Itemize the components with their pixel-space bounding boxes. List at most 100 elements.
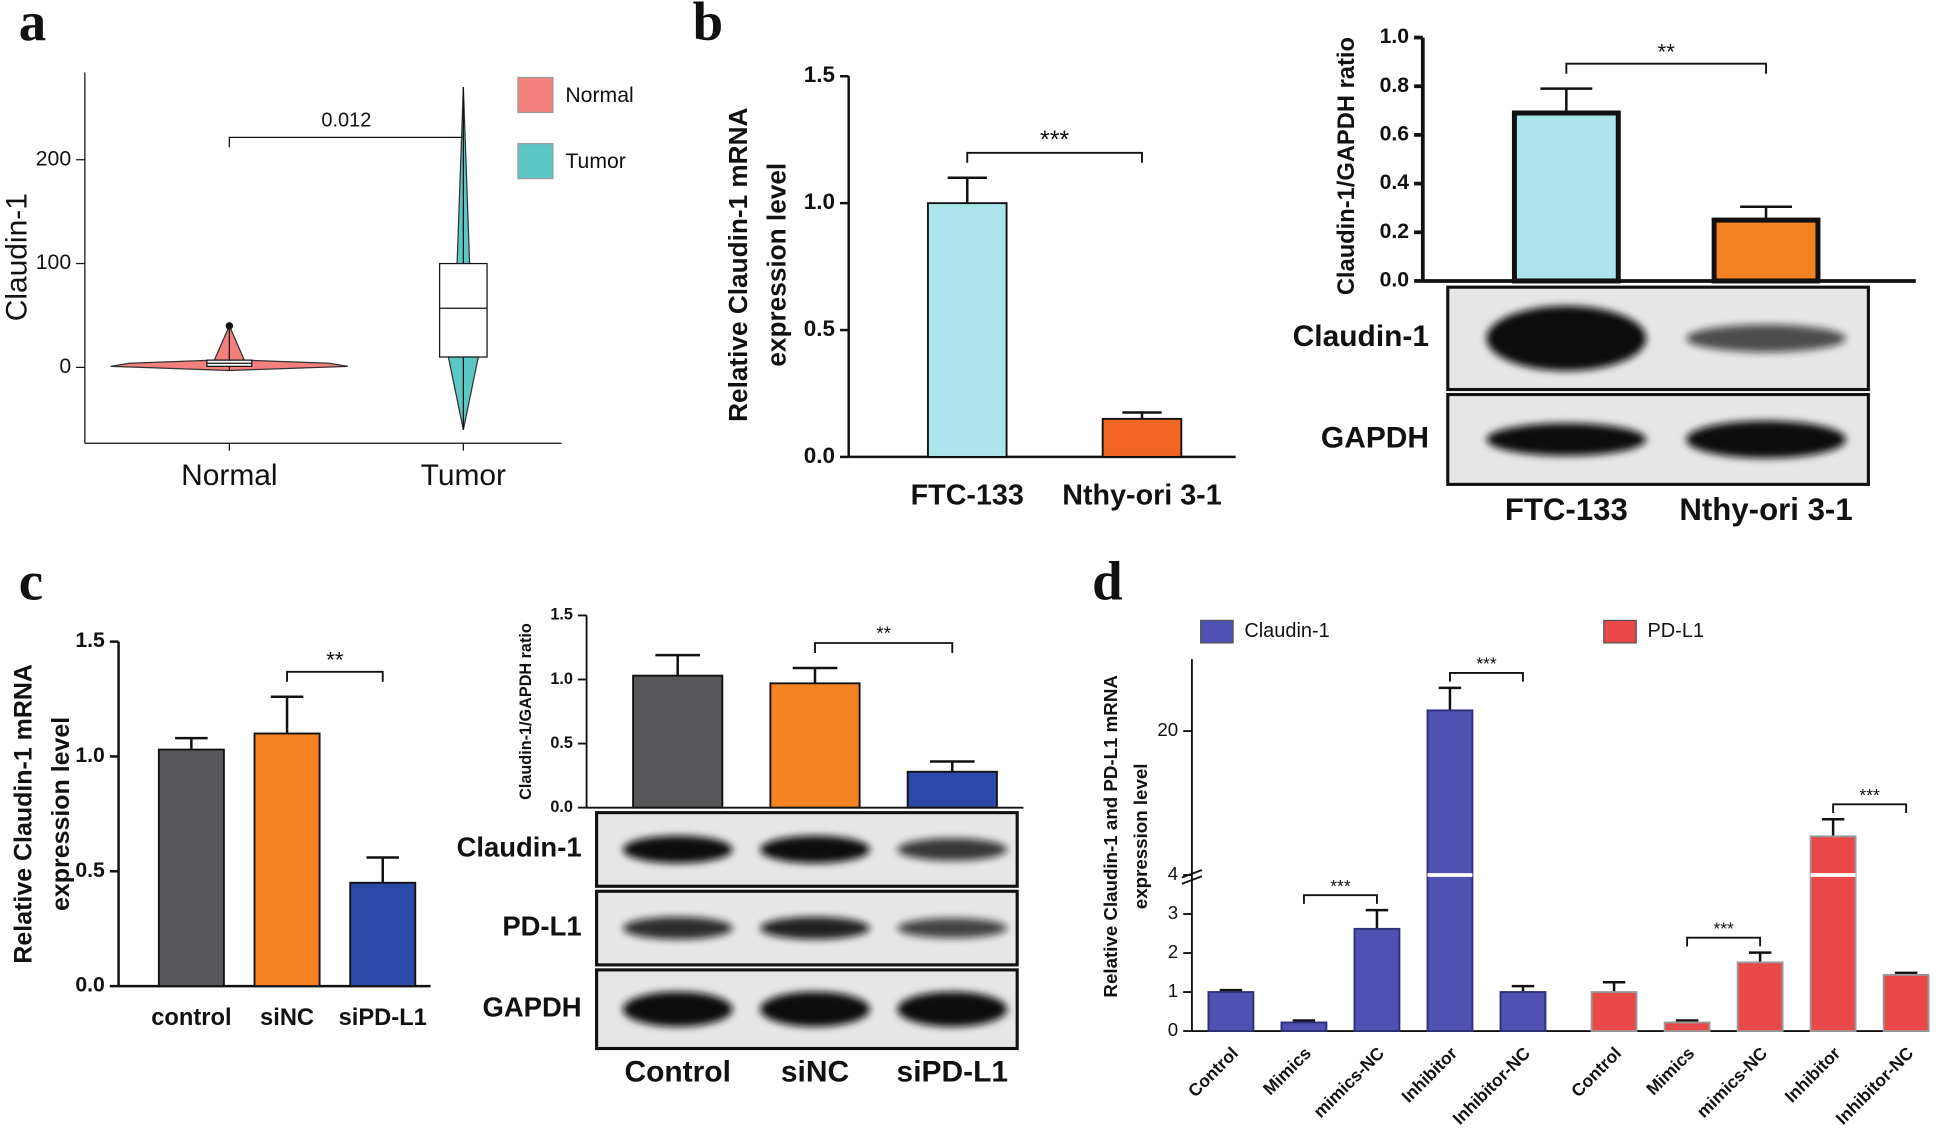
- legend-swatch: [517, 76, 554, 114]
- y-tick-label: 0: [1168, 1019, 1178, 1040]
- y-axis-label: Claudin-1/GAPDH ratio: [517, 623, 535, 800]
- error-bar: [1365, 908, 1389, 929]
- x-tick-label: Mimics: [1642, 1043, 1698, 1099]
- blot-band: [897, 838, 1008, 861]
- y-tick-label: 0.0: [804, 443, 835, 468]
- bar: [927, 202, 1008, 458]
- blot-band: [897, 918, 1008, 939]
- y-tick-label: 1.0: [804, 189, 835, 214]
- y-axis-label: expression level: [47, 717, 75, 911]
- y-tick-label: 0.0: [550, 798, 573, 816]
- y-tick-label: 200: [36, 147, 71, 170]
- bar: [349, 881, 417, 988]
- significance-bracket: [1302, 894, 1378, 904]
- y-tick-label: 0: [59, 355, 71, 378]
- blot-band: [760, 916, 870, 940]
- legend-label: PD-L1: [1647, 620, 1704, 642]
- x-tick-label: siNC: [781, 1055, 849, 1088]
- significance-bracket: [814, 642, 954, 653]
- blot-label: Claudin-1: [1293, 320, 1429, 353]
- significance-label: ***: [1713, 918, 1734, 938]
- bar: [253, 732, 321, 988]
- bar: [1207, 991, 1255, 1032]
- x-tick-label: Mimics: [1259, 1043, 1315, 1099]
- significance-label: **: [326, 648, 344, 673]
- y-axis-label: expression level: [762, 163, 792, 367]
- bar: [1101, 417, 1183, 458]
- x-tick-label: FTC-133: [911, 479, 1024, 511]
- y-axis-label: Relative Claudin-1 and PD-L1 mRNA: [1100, 675, 1121, 998]
- x-tick-label: Nthy-ori 3-1: [1679, 492, 1852, 527]
- x-tick-label: mimics-NC: [1693, 1043, 1772, 1122]
- error-bar: [792, 666, 838, 684]
- y-axis-label: Relative Claudin-1 mRNA: [723, 107, 753, 421]
- x-tick-label: siNC: [260, 1005, 314, 1031]
- significance-bracket: [1565, 62, 1767, 74]
- x-tick-label: Tumor: [421, 459, 506, 492]
- error-bar: [1122, 411, 1162, 419]
- x-tick-label: Inhibitor: [1397, 1043, 1461, 1107]
- significance-bracket: [286, 670, 384, 682]
- x-tick-label: siPD-L1: [897, 1055, 1008, 1088]
- panel-letter: b: [693, 0, 724, 52]
- annotation-bracket: [228, 136, 464, 148]
- significance-label: **: [1657, 40, 1675, 65]
- error-bar: [1602, 981, 1626, 993]
- blot-band: [622, 835, 733, 864]
- blot-band: [622, 916, 733, 940]
- y-tick-label: 0.0: [1380, 269, 1409, 292]
- significance-label: ***: [1040, 126, 1069, 154]
- blot-band: [760, 835, 870, 864]
- error-bar: [175, 736, 208, 750]
- x-tick-label: Control: [624, 1055, 730, 1088]
- panel-letter: c: [19, 550, 43, 611]
- y-tick-label: 0.5: [75, 859, 105, 882]
- y-tick-label: 0.8: [1380, 74, 1410, 97]
- bar: [1711, 217, 1821, 284]
- error-bar: [366, 856, 400, 883]
- error-bar: [947, 176, 987, 204]
- blot-band: [1486, 423, 1647, 456]
- annotation: 0.012: [321, 109, 371, 131]
- blot-label: PD-L1: [502, 910, 581, 941]
- bar: [157, 748, 225, 988]
- blot-band: [622, 991, 733, 1027]
- bar: [1499, 991, 1547, 1032]
- y-tick-label: 1.0: [550, 670, 573, 688]
- error-bar: [270, 695, 304, 734]
- bar: [1426, 709, 1474, 1032]
- blot-band: [760, 991, 870, 1027]
- y-tick-label: 4: [1168, 863, 1178, 884]
- y-tick-label: 1.5: [550, 606, 573, 624]
- blot-label: GAPDH: [1321, 421, 1429, 454]
- bar: [906, 770, 998, 809]
- bar: [769, 682, 861, 809]
- x-tick-label: siPD-L1: [339, 1005, 427, 1031]
- legend-label: Claudin-1: [1244, 620, 1329, 642]
- significance-bracket: [1449, 671, 1524, 682]
- x-tick-label: Nthy-ori 3-1: [1062, 479, 1221, 511]
- legend-swatch: [1200, 619, 1234, 644]
- bar: [1882, 973, 1930, 1032]
- max-point: [225, 322, 234, 330]
- error-bar: [1748, 951, 1772, 963]
- significance-label: **: [876, 623, 891, 644]
- y-tick-label: 0.5: [550, 734, 573, 752]
- error-bar: [1821, 818, 1845, 837]
- y-tick-label: 1: [1168, 980, 1178, 1001]
- box: [439, 262, 488, 358]
- x-tick-label: Control: [1184, 1043, 1242, 1101]
- error-bar: [1540, 87, 1593, 114]
- bar: [1280, 1021, 1328, 1032]
- significance-bracket: [1832, 803, 1908, 814]
- x-tick-label: Normal: [181, 459, 277, 492]
- panel-letter: a: [19, 0, 46, 52]
- bar: [1736, 961, 1784, 1032]
- significance-label: ***: [1476, 654, 1497, 674]
- y-tick-label: 0.2: [1380, 220, 1409, 243]
- x-tick-label: Inhibitor-NC: [1832, 1043, 1918, 1129]
- x-tick-label: mimics-NC: [1309, 1043, 1388, 1122]
- x-tick-label: Control: [1567, 1043, 1625, 1101]
